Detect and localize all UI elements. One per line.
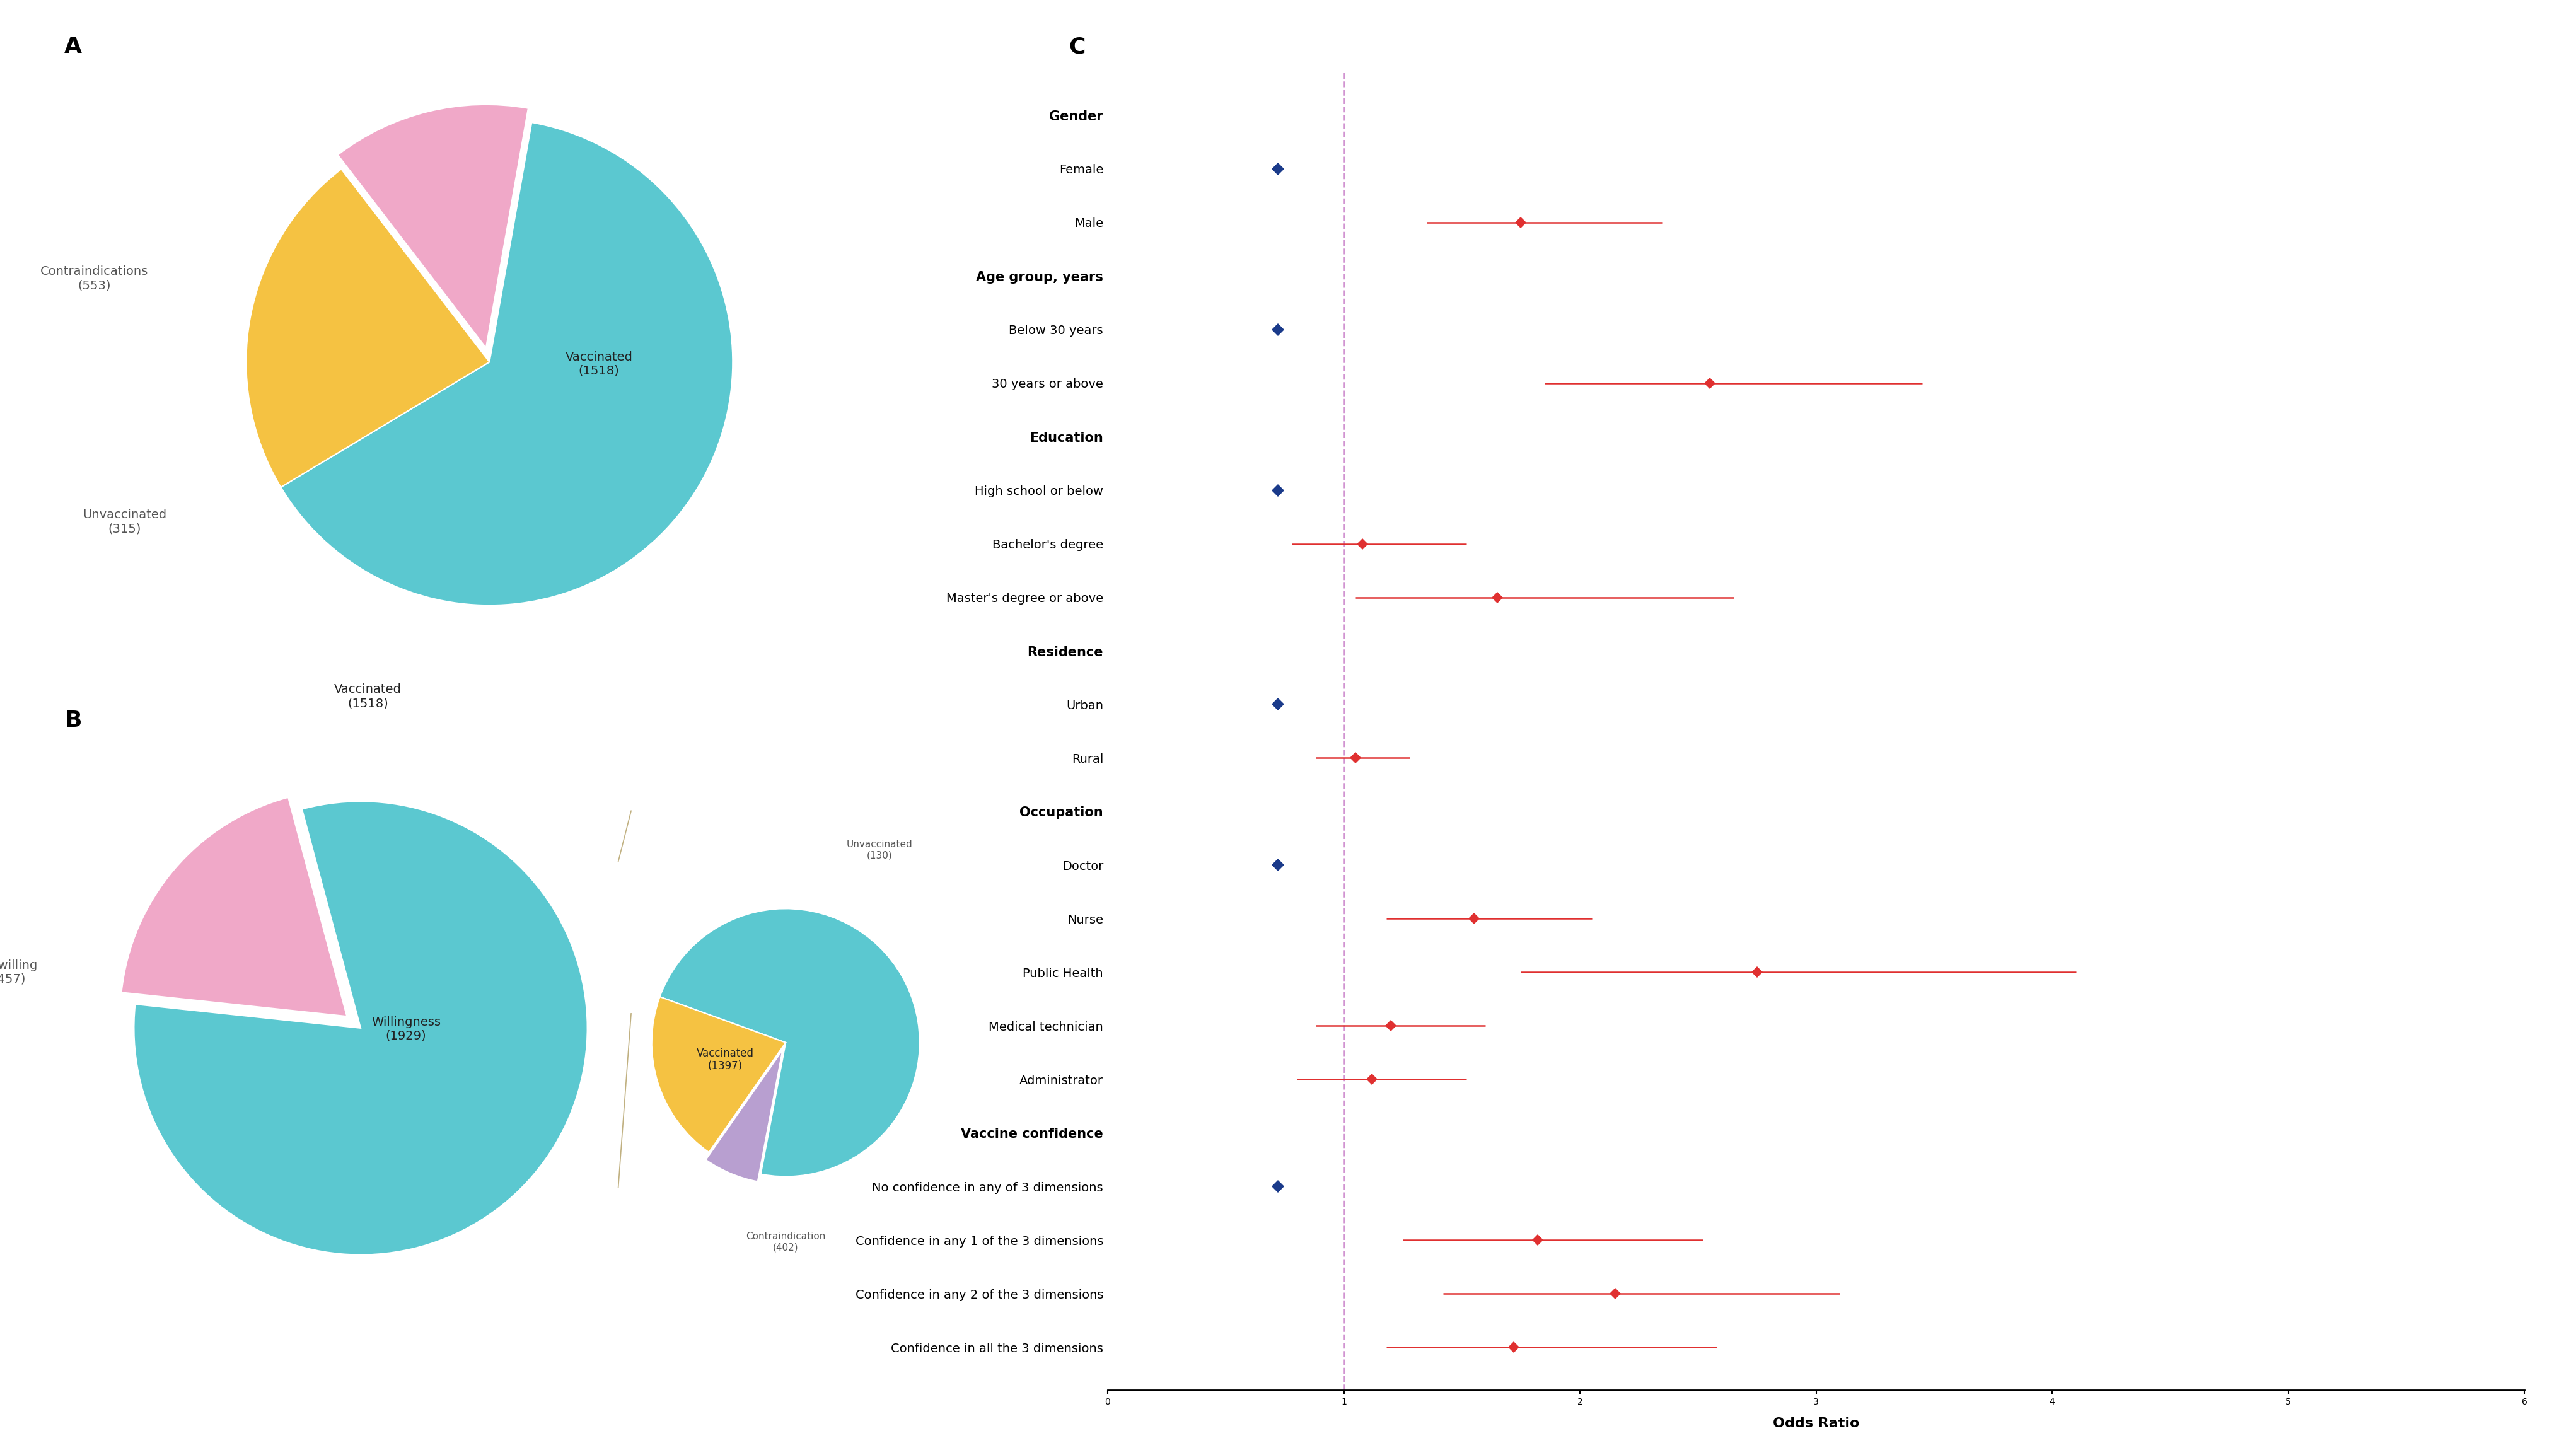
Text: Unvaccinated
(130): Unvaccinated (130) [848,840,912,860]
Text: Willingness
(1929): Willingness (1929) [371,1016,440,1043]
Text: B: B [64,710,82,731]
Wedge shape [247,169,489,487]
Wedge shape [121,798,348,1016]
Text: Vaccinated
(1397): Vaccinated (1397) [696,1047,755,1072]
Text: Vaccinated
(1518): Vaccinated (1518) [335,683,402,710]
Wedge shape [652,996,786,1153]
Wedge shape [281,123,732,605]
Text: A: A [64,36,82,58]
Text: Vaccinated
(1518): Vaccinated (1518) [564,350,634,376]
Wedge shape [659,909,920,1176]
Text: Unwilling
(457): Unwilling (457) [0,960,39,985]
X-axis label: Odds Ratio: Odds Ratio [1772,1416,1860,1429]
Wedge shape [134,801,587,1255]
Wedge shape [706,1050,783,1182]
Text: C: C [1069,36,1084,58]
Text: Contraindications
(553): Contraindications (553) [41,265,147,291]
Wedge shape [337,104,528,348]
Text: Contraindication
(402): Contraindication (402) [747,1232,824,1253]
Text: Unvaccinated
(315): Unvaccinated (315) [82,508,167,534]
